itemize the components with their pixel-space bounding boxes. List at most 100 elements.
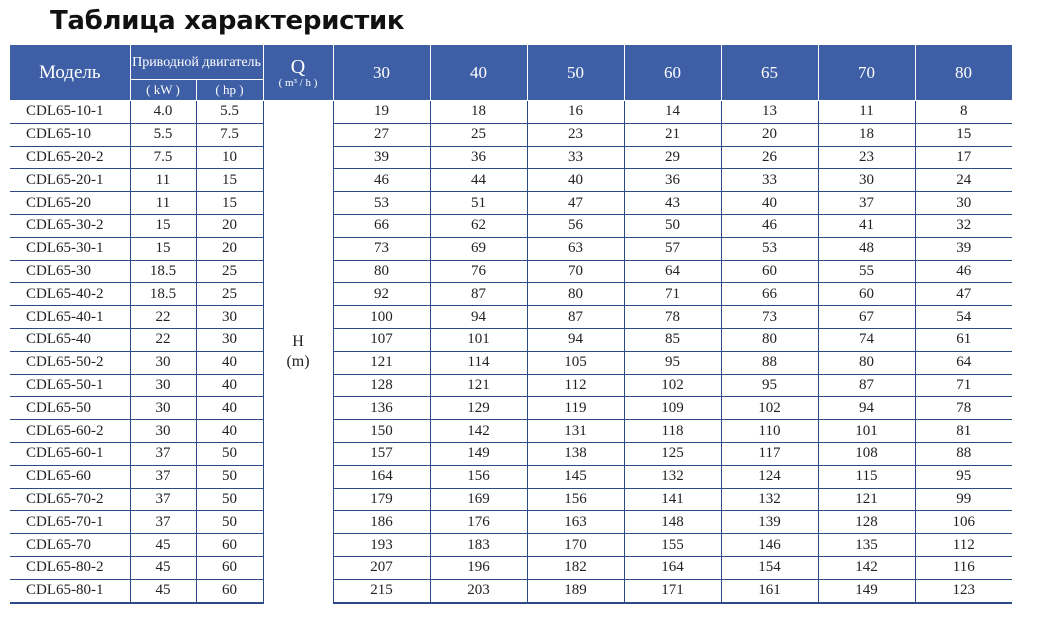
head-value-cell: 80	[818, 351, 916, 375]
head-value-cell: 101	[430, 328, 528, 352]
head-value-cell: 19	[333, 100, 431, 124]
head-value-cell: 40	[721, 191, 819, 215]
head-value-cell: 78	[624, 305, 722, 329]
head-value-cell: 14	[624, 100, 722, 124]
head-value-cell: 189	[527, 579, 625, 604]
head-value-cell: 161	[721, 579, 819, 604]
model-cell: CDL65-30	[10, 260, 131, 284]
head-value-cell: 66	[721, 282, 819, 307]
head-value-cell: 94	[430, 305, 528, 329]
head-value-cell: 36	[430, 146, 528, 170]
table-row: CDL65-70-1 37 50 186 176 163 148 139 128 106	[10, 510, 1012, 535]
hp-cell: 7.5	[196, 123, 264, 147]
table-row: CDL65-60-1 37 50 157 149 138 125 117 108 88	[10, 442, 1012, 466]
hp-cell: 10	[196, 146, 264, 170]
head-value-cell: 142	[818, 556, 916, 580]
hp-cell: 15	[196, 168, 264, 193]
head-value-cell: 80	[527, 282, 625, 307]
table-row: CDL65-50 30 40 136 129 119 109 102 94 78	[10, 396, 1012, 421]
head-value-cell: 193	[333, 533, 431, 557]
head-value-cell: 33	[721, 168, 819, 193]
model-cell: CDL65-50-1	[10, 374, 131, 398]
head-value-cell: 123	[915, 579, 1012, 604]
kw-cell: 22	[130, 305, 197, 329]
head-value-cell: 87	[430, 282, 528, 307]
model-cell: CDL65-80-1	[10, 579, 131, 604]
head-value-cell: 29	[624, 146, 722, 170]
table-row: CDL65-20 11 15 53 51 47 43 40 37 30	[10, 191, 1012, 215]
head-value-cell: 157	[333, 442, 431, 466]
table-row: CDL65-10 5.5 7.5 27 25 23 21 20 18 15	[10, 123, 1012, 147]
head-value-cell: 102	[721, 396, 819, 421]
kw-cell: 30	[130, 396, 197, 421]
table-row: CDL65-70 45 60 193 183 170 155 146 135 112	[10, 533, 1012, 557]
model-cell: CDL65-60-2	[10, 419, 131, 443]
head-value-cell: 32	[915, 214, 1012, 238]
head-value-cell: 129	[430, 396, 528, 421]
head-value-cell: 179	[333, 488, 431, 512]
head-value-cell: 138	[527, 442, 625, 466]
table-row: CDL65-80-1 45 60 215 203 189 171 161 149 123	[10, 579, 1012, 604]
head-value-cell: 16	[527, 100, 625, 124]
hp-cell: 40	[196, 419, 264, 443]
hp-cell: 50	[196, 488, 264, 512]
head-value-cell: 94	[818, 396, 916, 421]
head-value-cell: 30	[915, 191, 1012, 215]
head-value-cell: 37	[818, 191, 916, 215]
head-label: H	[292, 332, 304, 350]
head-value-cell: 145	[527, 465, 625, 489]
head-value-cell: 128	[818, 510, 916, 535]
head-value-cell: 121	[818, 488, 916, 512]
head-value-cell: 95	[721, 374, 819, 398]
hp-cell: 25	[196, 260, 264, 284]
head-value-cell: 95	[624, 351, 722, 375]
characteristics-table: Модель Приводной двигатель Q( m³ / h ) 3…	[10, 45, 1013, 604]
kw-cell: 15	[130, 237, 197, 261]
hp-cell: 30	[196, 305, 264, 329]
head-value-cell: 54	[915, 305, 1012, 329]
model-cell: CDL65-60	[10, 465, 131, 489]
head-value-cell: 85	[624, 328, 722, 352]
table-row: CDL65-60-2 30 40 150 142 131 118 110 101 81	[10, 419, 1012, 443]
table-row: CDL65-30-2 15 20 66 62 56 50 46 41 32	[10, 214, 1012, 238]
head-value-cell: 8	[915, 100, 1012, 124]
table-row: CDL65-20-2 7.5 10 39 36 33 29 26 23 17	[10, 146, 1012, 170]
head-value-cell: 141	[624, 488, 722, 512]
head-value-cell: 132	[624, 465, 722, 489]
head-value-cell: 26	[721, 146, 819, 170]
head-value-cell: 146	[721, 533, 819, 557]
head-value-cell: 50	[624, 214, 722, 238]
head-value-cell: 44	[430, 168, 528, 193]
header-flow-50: 50	[527, 45, 625, 101]
hp-cell: 40	[196, 374, 264, 398]
head-value-cell: 33	[527, 146, 625, 170]
kw-cell: 4.0	[130, 100, 197, 124]
head-value-cell: 53	[333, 191, 431, 215]
head-value-cell: 99	[915, 488, 1012, 512]
head-value-cell: 176	[430, 510, 528, 535]
kw-cell: 5.5	[130, 123, 197, 147]
kw-cell: 37	[130, 465, 197, 489]
header-q-label: Q	[290, 55, 306, 78]
head-value-cell: 149	[430, 442, 528, 466]
head-value-cell: 94	[527, 328, 625, 352]
head-value-cell: 30	[818, 168, 916, 193]
model-cell: CDL65-30-2	[10, 214, 131, 238]
model-cell: CDL65-70-2	[10, 488, 131, 512]
head-value-cell: 156	[527, 488, 625, 512]
head-value-cell: 25	[430, 123, 528, 147]
head-value-cell: 124	[721, 465, 819, 489]
head-value-cell: 92	[333, 282, 431, 307]
head-value-cell: 186	[333, 510, 431, 535]
hp-cell: 20	[196, 237, 264, 261]
head-value-cell: 150	[333, 419, 431, 443]
head-value-cell: 115	[818, 465, 916, 489]
kw-cell: 30	[130, 374, 197, 398]
head-value-cell: 46	[915, 260, 1012, 284]
model-cell: CDL65-70	[10, 533, 131, 557]
page-title: Таблица характеристик	[50, 6, 405, 36]
head-value-cell: 18	[818, 123, 916, 147]
head-value-cell: 39	[915, 237, 1012, 261]
kw-cell: 18.5	[130, 260, 197, 284]
hp-cell: 50	[196, 442, 264, 466]
